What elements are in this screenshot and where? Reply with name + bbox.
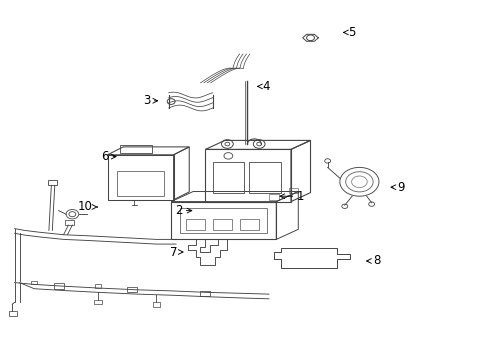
Bar <box>54 283 63 289</box>
Bar <box>117 171 163 196</box>
Bar <box>9 311 17 316</box>
Text: 4: 4 <box>257 80 270 93</box>
Text: 1: 1 <box>280 190 304 203</box>
Text: 3: 3 <box>142 94 157 107</box>
Bar <box>48 180 57 185</box>
Bar <box>239 219 259 230</box>
Bar <box>268 194 278 200</box>
Text: 7: 7 <box>169 246 183 258</box>
Text: 8: 8 <box>366 255 380 267</box>
Bar <box>185 219 205 230</box>
Bar <box>95 284 101 288</box>
Bar <box>120 145 151 153</box>
Bar <box>212 162 244 193</box>
Text: 9: 9 <box>390 181 404 194</box>
Text: 2: 2 <box>174 204 191 217</box>
Text: 5: 5 <box>343 26 355 39</box>
Bar <box>288 188 298 193</box>
Bar <box>94 300 102 304</box>
Bar <box>200 291 210 296</box>
Bar <box>249 162 281 193</box>
Bar <box>152 302 160 307</box>
Text: 6: 6 <box>101 150 116 163</box>
Bar <box>65 220 74 225</box>
Bar <box>31 281 37 284</box>
Bar <box>212 219 232 230</box>
Text: 10: 10 <box>78 201 97 213</box>
Bar <box>127 287 137 292</box>
